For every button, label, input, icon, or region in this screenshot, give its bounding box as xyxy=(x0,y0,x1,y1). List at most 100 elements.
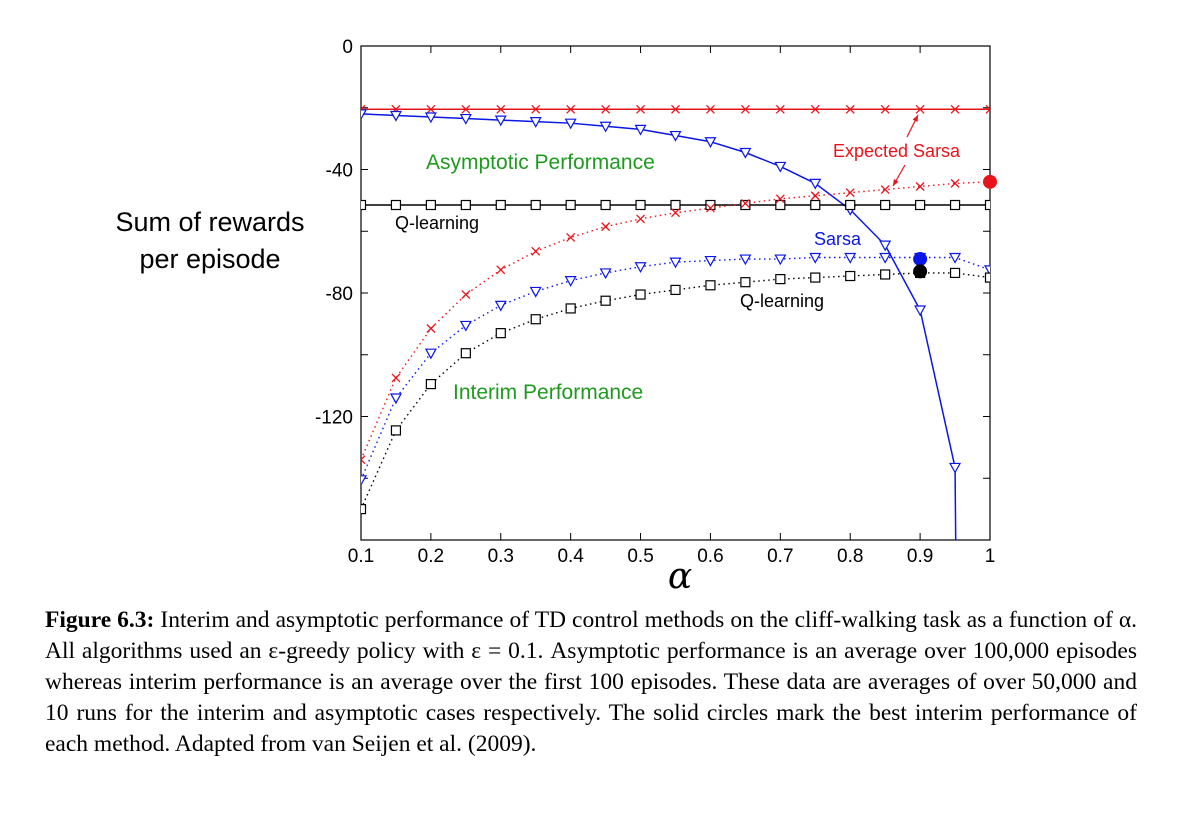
data-point-x xyxy=(671,104,680,114)
x-tick-label: 0.9 xyxy=(907,546,933,567)
q-learning-asymptotic-label: Q-learning xyxy=(395,213,479,233)
interim-performance-label: Interim Performance xyxy=(453,381,643,404)
x-tick-label: 0.7 xyxy=(767,546,793,567)
data-point-triangle xyxy=(529,117,542,128)
data-point-x-stroke xyxy=(531,104,541,114)
data-point-triangle xyxy=(669,130,682,142)
data-point-triangle xyxy=(424,112,437,124)
data-point-x xyxy=(880,104,890,114)
data-point-square xyxy=(740,199,751,211)
y-tick-label: 0 xyxy=(342,37,353,58)
data-point-x xyxy=(566,104,576,114)
data-point-x xyxy=(496,265,506,275)
data-point-x xyxy=(426,324,436,333)
data-point-x xyxy=(775,104,785,114)
data-point-x xyxy=(880,185,890,195)
data-point-square xyxy=(984,272,990,283)
data-point-x-stroke xyxy=(810,191,820,201)
data-point-square xyxy=(845,270,856,282)
data-point-x-stroke xyxy=(671,208,680,218)
data-point-x-stroke xyxy=(391,373,401,383)
data-point-square xyxy=(880,269,891,280)
data-point-x-stroke xyxy=(810,104,820,114)
data-point-x-stroke xyxy=(880,104,890,114)
data-point-triangle xyxy=(809,252,822,264)
data-point-x-stroke xyxy=(496,265,506,275)
y-axis-label-line-1: Sum of rewards xyxy=(115,207,305,237)
data-point-x-stroke xyxy=(531,246,541,256)
data-point-square xyxy=(495,328,506,339)
data-point-square xyxy=(635,199,646,211)
data-point-square xyxy=(670,199,681,211)
x-tick-label: 0.6 xyxy=(697,546,723,567)
data-point-square xyxy=(460,348,471,359)
expected-sarsa-label: Expected Sarsa xyxy=(833,141,961,161)
data-point-x-stroke xyxy=(361,104,366,111)
data-point-square xyxy=(390,199,402,211)
data-point-square xyxy=(915,199,926,211)
series-line-asymptotic xyxy=(361,113,957,540)
data-point-x-stroke xyxy=(461,290,471,300)
data-point-triangle xyxy=(809,178,822,190)
data-point-x xyxy=(705,104,715,114)
q-learning-interim-label: Q-learning xyxy=(740,291,824,311)
data-point-x-stroke xyxy=(566,104,576,114)
x-tick-label: 0.2 xyxy=(418,546,444,567)
data-point-triangle xyxy=(774,254,787,266)
data-point-triangle xyxy=(599,121,612,133)
data-point-triangle xyxy=(599,268,612,280)
data-point-x xyxy=(845,188,855,198)
data-point-triangle xyxy=(774,161,787,173)
data-point-triangle xyxy=(949,462,962,474)
data-point-square xyxy=(565,199,576,211)
data-point-triangle xyxy=(459,320,472,332)
data-point-triangle xyxy=(564,118,577,130)
data-point-x-stroke xyxy=(950,104,960,114)
best-point-circle xyxy=(913,252,928,267)
data-point-triangle xyxy=(739,147,752,159)
data-point-square xyxy=(600,295,611,306)
data-point-triangle xyxy=(634,124,647,136)
data-point-square xyxy=(775,274,786,285)
data-point-x-stroke xyxy=(740,104,750,114)
data-point-x-stroke xyxy=(705,104,715,114)
figure-label: Figure 6.3: xyxy=(45,607,155,633)
data-point-square xyxy=(810,272,821,283)
data-point-x-stroke xyxy=(950,178,960,188)
data-point-x xyxy=(496,104,506,114)
data-point-x xyxy=(636,104,646,114)
data-point-triangle xyxy=(914,305,927,317)
data-point-x-stroke xyxy=(426,324,436,333)
sarsa-label: Sarsa xyxy=(814,229,862,249)
data-point-square xyxy=(880,199,891,211)
figure-caption-text: Interim and asymptotic performance of TD… xyxy=(45,607,1138,757)
data-point-x xyxy=(740,104,750,114)
data-point-x xyxy=(601,104,611,114)
data-point-triangle xyxy=(494,300,507,312)
data-point-x-stroke xyxy=(601,104,611,114)
y-axis-label-line-2: per episode xyxy=(139,244,281,274)
data-point-x-stroke xyxy=(740,199,750,208)
data-point-x xyxy=(740,199,750,208)
data-point-x-stroke xyxy=(705,203,715,213)
data-point-x xyxy=(671,208,680,218)
data-point-x-stroke xyxy=(915,182,925,191)
data-point-x xyxy=(531,104,541,114)
data-point-triangle xyxy=(361,109,368,121)
data-point-square xyxy=(565,303,576,314)
x-tick-label: 0.4 xyxy=(557,546,584,567)
data-point-square xyxy=(425,378,436,390)
x-axis-label: α xyxy=(667,556,693,597)
data-point-x xyxy=(426,104,436,114)
data-point-x-stroke xyxy=(775,194,785,204)
data-point-x xyxy=(601,222,611,232)
data-point-x-stroke xyxy=(461,104,471,114)
data-point-x xyxy=(915,104,925,114)
data-point-square xyxy=(495,199,506,211)
data-point-square xyxy=(845,199,856,211)
data-point-x xyxy=(950,104,960,114)
y-tick-label: -120 xyxy=(315,408,353,429)
data-point-x xyxy=(775,194,785,204)
data-point-x-stroke xyxy=(915,104,925,114)
data-point-triangle xyxy=(949,252,962,264)
